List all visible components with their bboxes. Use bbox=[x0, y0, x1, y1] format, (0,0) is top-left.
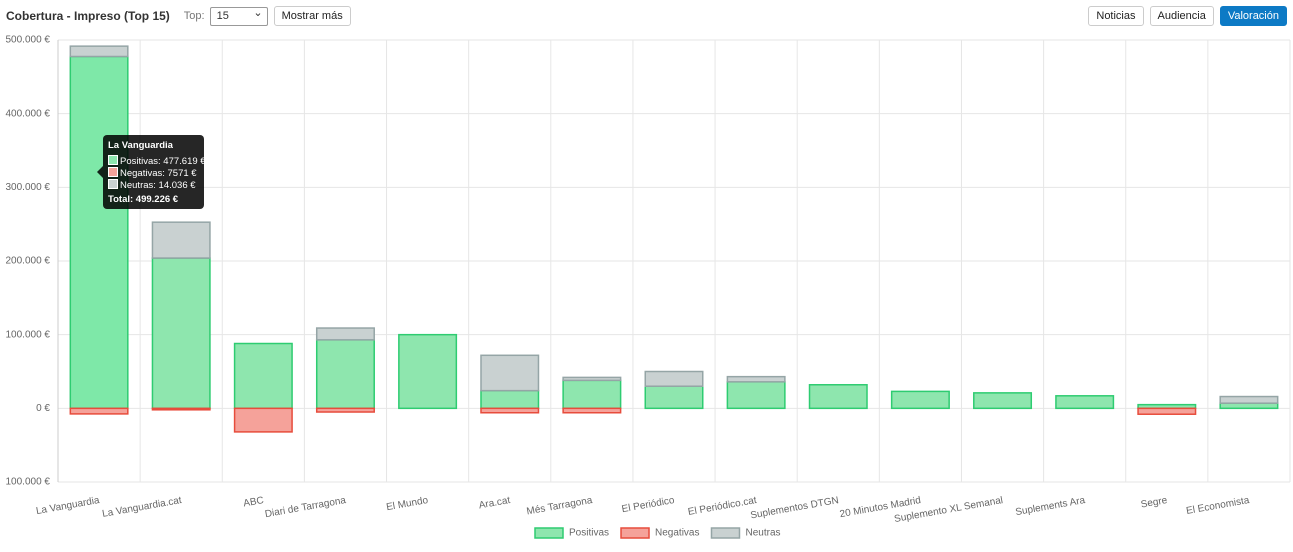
tab[interactable]: Audiencia bbox=[1149, 6, 1214, 26]
tooltip-text: Negativas: 7571 € bbox=[120, 168, 197, 179]
bar-segment bbox=[562, 379, 622, 410]
more-button[interactable]: Mostrar más bbox=[273, 6, 351, 26]
bar-segment bbox=[808, 384, 868, 410]
bar-segment bbox=[151, 221, 211, 259]
tooltip-text: Positivas: 477.619 € bbox=[120, 156, 206, 167]
x-tick-label: Suplementos DTGN bbox=[750, 495, 840, 521]
x-tick-label: El Mundo bbox=[385, 495, 429, 513]
bar-segment bbox=[726, 381, 786, 410]
bar-segment bbox=[233, 407, 293, 433]
y-tick-label: 300.000 € bbox=[6, 182, 51, 193]
tooltip-text: Neutras: 14.036 € bbox=[120, 180, 196, 191]
y-tick-label: 0 € bbox=[36, 403, 50, 414]
bar-segment bbox=[151, 407, 211, 411]
bar-segment bbox=[726, 375, 786, 383]
y-tick-label: 500.000 € bbox=[6, 35, 51, 46]
tooltip-total: Total: 499.226 € bbox=[108, 194, 179, 205]
bar-segment bbox=[1219, 395, 1279, 404]
x-tick-label: Diari de Tarragona bbox=[264, 495, 347, 520]
legend-swatch bbox=[710, 527, 741, 539]
x-tick-label: ABC bbox=[243, 495, 265, 509]
bar-segment bbox=[644, 385, 704, 410]
legend-label: Negativas bbox=[655, 528, 699, 539]
title: Cobertura - Impreso (Top 15) bbox=[6, 9, 170, 23]
bar-segment bbox=[890, 390, 950, 410]
bar-segment bbox=[69, 45, 129, 58]
top-label: Top: bbox=[183, 10, 205, 22]
bar-segment bbox=[69, 55, 129, 410]
tooltip-title: La Vanguardia bbox=[108, 140, 173, 151]
x-tick-label: El Periódico.cat bbox=[687, 495, 758, 518]
y-tick-label: 400.000 € bbox=[6, 108, 51, 119]
x-tick-label: La Vanguardia.cat bbox=[101, 495, 182, 520]
tooltip: La Vanguardia Positivas: 477.619 € Negat… bbox=[97, 135, 206, 209]
bar-segment bbox=[233, 342, 293, 410]
legend-swatch bbox=[534, 527, 564, 539]
legend-swatch bbox=[620, 527, 650, 539]
y-tick-label: 100.000 € bbox=[6, 477, 51, 488]
legend-label: Neutras bbox=[745, 528, 780, 539]
y-tick-label: 100.000 € bbox=[6, 329, 51, 340]
bar-segment bbox=[315, 339, 375, 410]
bar-segment bbox=[151, 257, 211, 410]
bar-segment bbox=[480, 354, 540, 392]
bar-segment bbox=[562, 376, 622, 382]
bar-segment bbox=[315, 407, 375, 413]
x-tick-label: El Economista bbox=[1185, 495, 1250, 517]
bar-segment bbox=[973, 392, 1033, 410]
tabs: Noticias Audiencia Valoración bbox=[1082, 6, 1287, 26]
x-tick-label: Ara.cat bbox=[478, 495, 511, 511]
header: Cobertura - Impreso (Top 15) Top: 15 Mos… bbox=[6, 5, 351, 26]
x-tick-label: La Vanguardia bbox=[35, 495, 101, 517]
bar-segment bbox=[644, 370, 704, 387]
bar-segment bbox=[69, 407, 129, 415]
bar-segment bbox=[480, 389, 540, 410]
bar-segment bbox=[1055, 395, 1115, 410]
y-tick-label: 200.000 € bbox=[6, 256, 51, 267]
top-select[interactable]: 15 bbox=[209, 5, 268, 26]
tooltip-line: Positivas: 477.619 € bbox=[108, 155, 206, 167]
tooltip-line: Negativas: 7571 € bbox=[108, 167, 197, 179]
tab[interactable]: Valoración bbox=[1219, 6, 1287, 26]
bar-segment bbox=[315, 327, 375, 341]
bar-segment bbox=[1137, 407, 1197, 415]
bar-segment bbox=[1219, 402, 1279, 410]
bar-segment bbox=[562, 407, 622, 414]
legend-label: Positivas bbox=[569, 528, 609, 539]
tab[interactable]: Noticias bbox=[1088, 6, 1144, 26]
x-tick-label: Suplements Ara bbox=[1015, 495, 1087, 518]
x-tick-label: El Periódico bbox=[621, 495, 676, 515]
x-tick-label: Segre bbox=[1140, 495, 1169, 511]
bar-segment bbox=[398, 333, 458, 410]
x-tick-label: Més Tarragona bbox=[526, 495, 594, 517]
bar-segment bbox=[480, 407, 540, 414]
tooltip-line: Neutras: 14.036 € bbox=[108, 179, 196, 191]
